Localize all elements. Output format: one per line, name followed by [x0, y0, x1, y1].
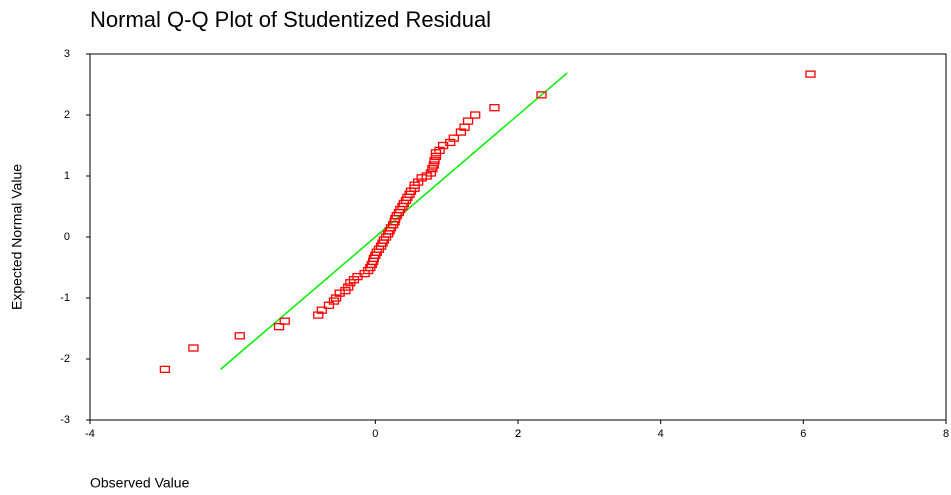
x-tick-label: -4: [85, 428, 95, 440]
point: [343, 283, 354, 291]
point: [334, 289, 345, 297]
plot-frame: [89, 53, 947, 421]
y-axis-label: Expected Normal Value: [9, 164, 25, 310]
point: [470, 111, 481, 119]
point: [428, 161, 439, 169]
point: [313, 311, 324, 319]
point: [805, 70, 816, 78]
x-tick-label: 6: [800, 428, 806, 440]
x-tick-label: 2: [515, 428, 521, 440]
point: [429, 157, 440, 165]
x-axis-label: Observed Value: [90, 475, 190, 491]
y-tick-label: -2: [60, 353, 70, 365]
point: [345, 279, 356, 287]
y-tick-label: 2: [64, 109, 70, 121]
point: [273, 323, 285, 331]
point: [437, 141, 449, 150]
point: [455, 128, 467, 136]
y-tick-label: -3: [60, 414, 70, 426]
point: [316, 306, 327, 314]
point: [462, 117, 474, 125]
point: [427, 165, 438, 173]
y-tick-label: 1: [64, 170, 70, 182]
point: [489, 104, 500, 112]
y-tick-label: 0: [64, 231, 70, 243]
point: [536, 91, 547, 99]
y-tick-label: -1: [60, 292, 70, 304]
point: [188, 344, 199, 352]
point: [323, 301, 335, 309]
point: [430, 152, 442, 161]
point: [279, 317, 290, 325]
point: [159, 365, 171, 374]
point: [430, 149, 442, 157]
y-tick-label: 3: [64, 48, 70, 60]
x-tick-label: 4: [658, 428, 664, 440]
chart-title: Normal Q-Q Plot of Studentized Residual: [90, 7, 491, 32]
point: [448, 134, 459, 142]
x-tick-label: 2: [515, 428, 521, 440]
point: [416, 174, 427, 182]
point: [234, 332, 245, 340]
x-tick-label: 8: [943, 428, 949, 440]
point: [459, 123, 470, 131]
x-tick-label: 0: [372, 428, 378, 440]
